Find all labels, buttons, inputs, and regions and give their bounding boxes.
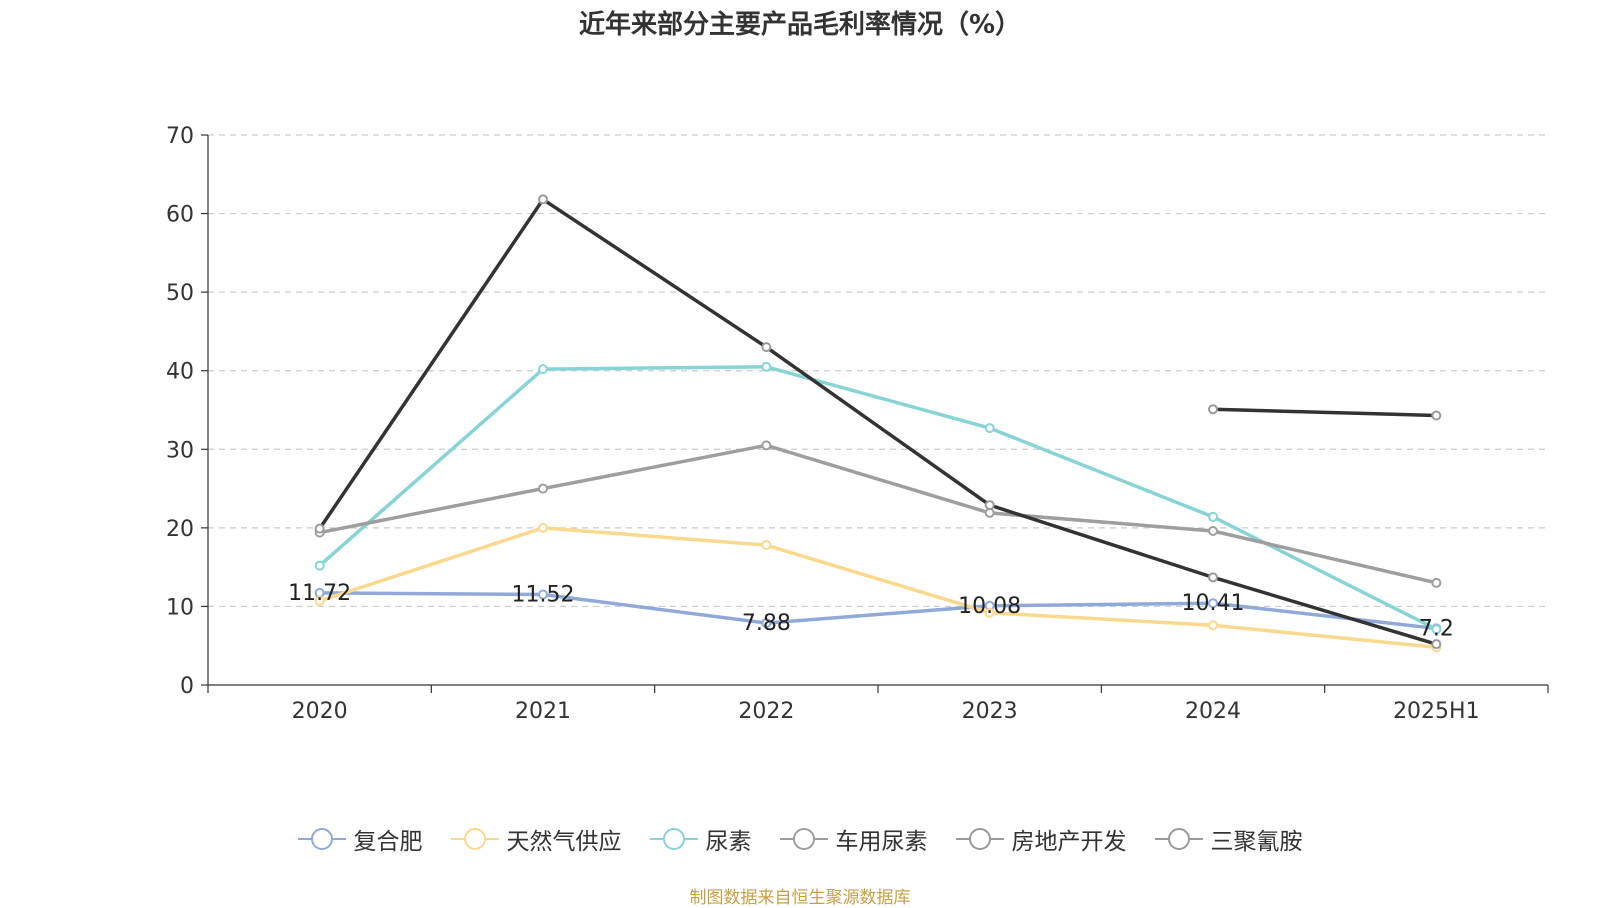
data-label: 11.52 bbox=[512, 582, 575, 607]
data-labels: 11.72 11.52 7.88 10.08 10.41 7.2 bbox=[288, 581, 1454, 642]
legend-label: 三聚氰胺 bbox=[1210, 829, 1303, 855]
legend-item-2[interactable]: 尿素 bbox=[649, 822, 752, 856]
axes: 0 10 20 30 40 50 60 70 2020 2021 2022 2023 2024 2025H… bbox=[166, 124, 1549, 724]
data-point bbox=[1208, 572, 1218, 583]
data-point bbox=[761, 342, 772, 353]
legend-label: 房地产开发 bbox=[1011, 829, 1127, 855]
series-line bbox=[319, 443, 1437, 585]
data-point bbox=[314, 595, 325, 606]
data-label: 11.72 bbox=[288, 581, 351, 606]
legend-label: 复合肥 bbox=[353, 829, 423, 855]
data-point bbox=[984, 507, 995, 518]
data-point bbox=[984, 423, 995, 434]
y-tick-label: 10 bbox=[166, 595, 194, 620]
y-tick-label: 20 bbox=[166, 517, 194, 542]
series-4 bbox=[314, 194, 1442, 650]
data-point bbox=[1431, 577, 1442, 588]
legend-marker-circle bbox=[662, 828, 685, 850]
legend-marker-circle bbox=[463, 828, 486, 850]
line-chart: 0 10 20 30 40 50 60 70 2020 2021 2022 2023 2024 2025H… bbox=[166, 124, 1549, 724]
y-tick-label: 40 bbox=[166, 360, 194, 385]
data-point bbox=[1208, 404, 1218, 415]
y-tick-label: 50 bbox=[166, 281, 194, 306]
legend-marker-icon bbox=[649, 828, 698, 850]
data-point bbox=[984, 607, 995, 618]
series-line bbox=[318, 365, 1438, 631]
legend-item-1[interactable]: 天然气供应 bbox=[450, 822, 622, 856]
legend-marker-circle bbox=[792, 828, 815, 850]
legend-item-5[interactable]: 三聚氰胺 bbox=[1154, 822, 1303, 856]
data-label: 7.88 bbox=[742, 611, 791, 636]
data-point bbox=[1431, 639, 1442, 650]
series-2 bbox=[314, 361, 1442, 635]
x-tick-label: 2020 bbox=[292, 699, 348, 724]
series-line bbox=[1212, 407, 1437, 418]
series-line bbox=[319, 526, 1437, 650]
data-point bbox=[314, 560, 325, 571]
data-point bbox=[538, 483, 548, 494]
x-tick-label: 2023 bbox=[962, 699, 1018, 724]
data-point bbox=[761, 440, 772, 451]
legend-marker-icon bbox=[450, 828, 499, 850]
data-point bbox=[1208, 511, 1218, 522]
y-tick-label: 60 bbox=[166, 203, 194, 228]
data-label: 10.41 bbox=[1182, 591, 1245, 616]
data-point bbox=[538, 194, 548, 205]
legend: 复合肥 天然气供应 尿素 车用尿素 房地产开发 三聚氰胺 bbox=[0, 822, 1600, 856]
data-point bbox=[1208, 598, 1218, 609]
data-point bbox=[984, 500, 995, 511]
data-point bbox=[1208, 526, 1218, 536]
grid-lines bbox=[208, 134, 1548, 608]
legend-item-4[interactable]: 房地产开发 bbox=[955, 822, 1127, 856]
legend-marker-circle bbox=[968, 828, 991, 850]
series-3 bbox=[314, 440, 1442, 588]
legend-marker-circle bbox=[1167, 828, 1190, 850]
x-tick-label: 2024 bbox=[1185, 699, 1241, 724]
series-5 bbox=[1208, 404, 1442, 421]
series-line bbox=[319, 591, 1437, 631]
data-point bbox=[761, 361, 772, 372]
data-point bbox=[761, 618, 772, 629]
legend-label: 天然气供应 bbox=[506, 829, 622, 855]
legend-marker-icon bbox=[779, 828, 828, 850]
data-label: 10.08 bbox=[958, 594, 1021, 619]
series-layer bbox=[314, 194, 1442, 653]
legend-marker-circle bbox=[310, 828, 333, 850]
data-point bbox=[1431, 624, 1442, 635]
legend-label: 车用尿素 bbox=[835, 829, 928, 855]
chart-title: 近年来部分主要产品毛利率情况（%） bbox=[578, 10, 1022, 40]
legend-marker-icon bbox=[297, 828, 346, 850]
data-point bbox=[538, 364, 548, 375]
x-tick-label: 2022 bbox=[738, 699, 794, 724]
legend-marker-icon bbox=[1154, 828, 1203, 850]
legend-item-3[interactable]: 车用尿素 bbox=[779, 822, 928, 856]
data-point bbox=[1431, 410, 1442, 421]
x-tick-label: 2025H1 bbox=[1393, 699, 1480, 724]
legend-item-0[interactable]: 复合肥 bbox=[297, 822, 423, 856]
y-tick-label: 0 bbox=[180, 674, 194, 699]
data-point bbox=[538, 589, 548, 600]
data-label: 7.2 bbox=[1419, 616, 1454, 641]
data-point bbox=[314, 523, 325, 534]
y-tick-label: 70 bbox=[166, 124, 194, 149]
y-tick-label: 30 bbox=[166, 438, 194, 463]
legend-label: 尿素 bbox=[705, 829, 752, 855]
data-point bbox=[538, 522, 548, 533]
data-point bbox=[1208, 620, 1218, 631]
series-line bbox=[318, 197, 1437, 646]
source-note: 制图数据来自恒生聚源数据库 bbox=[689, 888, 911, 908]
legend-marker-icon bbox=[955, 828, 1004, 850]
data-point bbox=[761, 540, 772, 551]
x-tick-label: 2021 bbox=[515, 699, 571, 724]
